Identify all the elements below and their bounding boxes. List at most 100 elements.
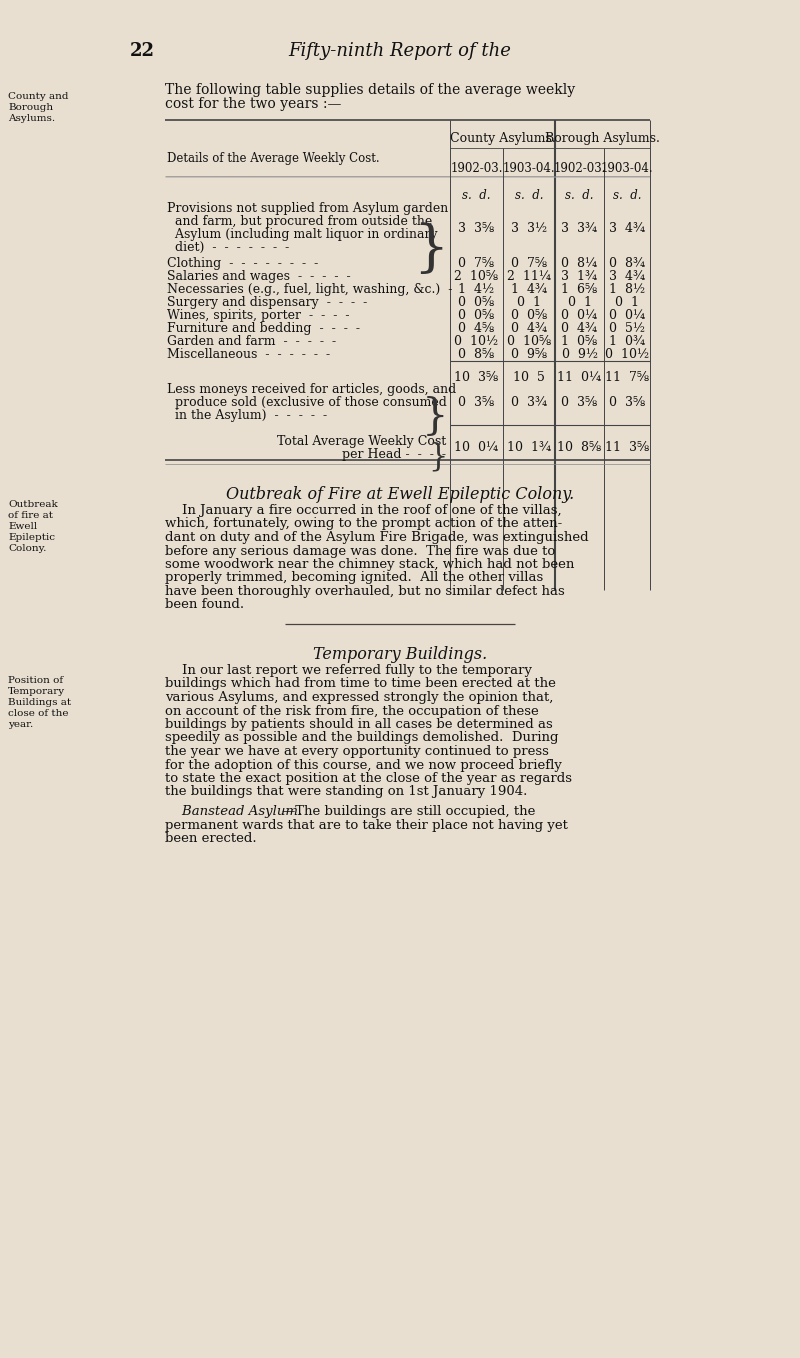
Text: 1902-03.: 1902-03. [450,162,502,175]
Text: for the adoption of this course, and we now proceed briefly: for the adoption of this course, and we … [165,759,562,771]
Text: 1903-04.: 1903-04. [502,162,555,175]
Text: 1  0⅝: 1 0⅝ [562,335,598,348]
Text: dant on duty and of the Asylum Fire Brigade, was extinguished: dant on duty and of the Asylum Fire Brig… [165,531,589,545]
Text: Ewell: Ewell [8,521,38,531]
Text: Borough Asylums.: Borough Asylums. [545,132,660,145]
Text: 0  1: 0 1 [615,296,639,310]
Text: Surgery and dispensary  -  -  -  -: Surgery and dispensary - - - - [167,296,367,310]
Text: Garden and farm  -  -  -  -  -: Garden and farm - - - - - [167,335,336,348]
Text: 11  0¼: 11 0¼ [558,371,602,384]
Text: Buildings at: Buildings at [8,698,71,708]
Text: Miscellaneous  -  -  -  -  -  -: Miscellaneous - - - - - - [167,348,330,361]
Text: 1  4½: 1 4½ [458,282,494,296]
Text: In January a fire occurred in the roof of one of the villas,: In January a fire occurred in the roof o… [165,504,562,517]
Text: s.  d.: s. d. [462,189,490,202]
Text: 2  11¼: 2 11¼ [507,270,551,282]
Text: 1903-04.: 1903-04. [601,162,654,175]
Text: In our last report we referred fully to the temporary: In our last report we referred fully to … [165,664,532,678]
Text: have been thoroughly overhauled, but no similar defect has: have been thoroughly overhauled, but no … [165,585,565,598]
Text: the buildings that were standing on 1st January 1904.: the buildings that were standing on 1st … [165,785,527,799]
Text: diet)  -  -  -  -  -  -  -: diet) - - - - - - - [167,240,290,254]
Text: Outbreak of Fire at Ewell Epileptic Colony.: Outbreak of Fire at Ewell Epileptic Colo… [226,486,574,502]
Text: 0  8¼: 0 8¼ [562,257,598,270]
Text: cost for the two years :—: cost for the two years :— [165,96,342,111]
Text: Colony.: Colony. [8,545,46,553]
Text: 3  1¾: 3 1¾ [562,270,598,282]
Text: some woodwork near the chimney stack, which had not been: some woodwork near the chimney stack, wh… [165,558,574,570]
Text: 0  10½: 0 10½ [605,348,649,361]
Text: year.: year. [8,720,34,729]
Text: s.  d.: s. d. [566,189,594,202]
Text: 0  8⅝: 0 8⅝ [458,348,494,361]
Text: 22: 22 [130,42,155,60]
Text: 0  4¾: 0 4¾ [511,322,547,335]
Text: Salaries and wages  -  -  -  -  -: Salaries and wages - - - - - [167,270,350,282]
Text: Asylum (including malt liquor in ordinary: Asylum (including malt liquor in ordinar… [167,228,438,240]
Text: 0  7⅝: 0 7⅝ [511,257,547,270]
Text: 3  4¾: 3 4¾ [609,270,645,282]
Text: 0  0¼: 0 0¼ [609,310,645,322]
Text: County and: County and [8,92,69,100]
Text: 1  4¾: 1 4¾ [511,282,547,296]
Text: 0  7⅝: 0 7⅝ [458,257,494,270]
Text: Temporary: Temporary [8,687,65,697]
Text: Banstead Asylum.: Banstead Asylum. [165,805,302,818]
Text: 10  1¾: 10 1¾ [507,441,551,454]
Text: 0  10⅝: 0 10⅝ [507,335,551,348]
Text: —The buildings are still occupied, the: —The buildings are still occupied, the [282,805,535,818]
Text: in the Asylum)  -  -  -  -  -: in the Asylum) - - - - - [167,409,327,422]
Text: 0  4⅝: 0 4⅝ [458,322,494,335]
Text: Position of: Position of [8,676,63,684]
Text: buildings by patients should in all cases be determined as: buildings by patients should in all case… [165,718,553,731]
Text: 0  8¾: 0 8¾ [609,257,645,270]
Text: 1  0¾: 1 0¾ [609,335,645,348]
Text: 0  1: 0 1 [517,296,541,310]
Text: Details of the Average Weekly Cost.: Details of the Average Weekly Cost. [167,152,380,166]
Text: Fifty-ninth Report of the: Fifty-ninth Report of the [289,42,511,60]
Text: Necessaries (e.g., fuel, light, washing, &c.)  -: Necessaries (e.g., fuel, light, washing,… [167,282,452,296]
Text: }: } [413,221,448,277]
Text: 0  4¾: 0 4¾ [562,322,598,335]
Text: 1  6⅝: 1 6⅝ [562,282,598,296]
Text: buildings which had from time to time been erected at the: buildings which had from time to time be… [165,678,556,690]
Text: 11  7⅝: 11 7⅝ [605,371,649,384]
Text: Total Average Weekly Cost: Total Average Weekly Cost [277,435,446,448]
Text: per Head -  -  -  -: per Head - - - - [326,448,446,460]
Text: 0  3¾: 0 3¾ [511,397,547,409]
Text: 0  0⅝: 0 0⅝ [511,310,547,322]
Text: Less moneys received for articles, goods, and: Less moneys received for articles, goods… [167,383,456,397]
Text: 3  3¾: 3 3¾ [562,221,598,235]
Text: various Asylums, and expressed strongly the opinion that,: various Asylums, and expressed strongly … [165,691,554,703]
Text: Wines, spirits, porter  -  -  -  -: Wines, spirits, porter - - - - [167,310,350,322]
Text: and farm, but procured from outside the: and farm, but procured from outside the [167,215,432,228]
Text: 0  3⅝: 0 3⅝ [562,397,598,409]
Text: 3  4¾: 3 4¾ [609,221,645,235]
Text: the year we have at every opportunity continued to press: the year we have at every opportunity co… [165,746,549,758]
Text: 10  8⅝: 10 8⅝ [558,441,602,454]
Text: }: } [422,397,448,439]
Text: 0  0¼: 0 0¼ [562,310,598,322]
Text: 0  10½: 0 10½ [454,335,498,348]
Text: 3  3⅝: 3 3⅝ [458,221,494,235]
Text: 0  1: 0 1 [567,296,591,310]
Text: Provisions not supplied from Asylum garden: Provisions not supplied from Asylum gard… [167,202,448,215]
Text: 0  0⅝: 0 0⅝ [458,296,494,310]
Text: properly trimmed, becoming ignited.  All the other villas: properly trimmed, becoming ignited. All … [165,572,543,584]
Text: produce sold (exclusive of those consumed: produce sold (exclusive of those consume… [167,397,447,409]
Text: 11  3⅝: 11 3⅝ [605,441,649,454]
Text: 10  0¼: 10 0¼ [454,441,498,454]
Text: 0  9½: 0 9½ [562,348,598,361]
Text: been found.: been found. [165,599,244,611]
Text: to state the exact position at the close of the year as regards: to state the exact position at the close… [165,771,572,785]
Text: 0  0⅝: 0 0⅝ [458,310,494,322]
Text: before any serious damage was done.  The fire was due to: before any serious damage was done. The … [165,545,555,558]
Text: 1902-03.: 1902-03. [554,162,606,175]
Text: }: } [429,441,448,473]
Text: 1  8½: 1 8½ [609,282,645,296]
Text: s.  d.: s. d. [514,189,543,202]
Text: The following table supplies details of the average weekly: The following table supplies details of … [165,83,575,96]
Text: been erected.: been erected. [165,832,257,845]
Text: speedily as possible and the buildings demolished.  During: speedily as possible and the buildings d… [165,732,558,744]
Text: which, fortunately, owing to the prompt action of the atten-: which, fortunately, owing to the prompt … [165,517,562,531]
Text: close of the: close of the [8,709,69,718]
